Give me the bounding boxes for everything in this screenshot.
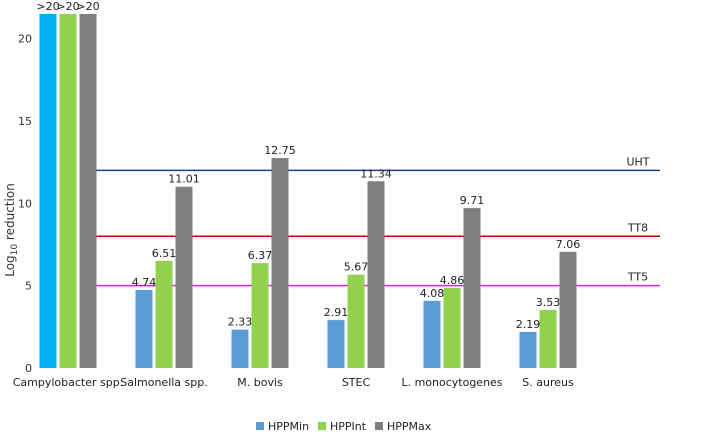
bar-hppint [251,263,269,368]
bar-hppmin [327,320,345,368]
bar-hppmin [519,331,537,368]
y-tick-label: 10 [18,197,32,210]
y-axis-label-rest: reduction [3,183,17,244]
category-label: L. monocytogenes [401,376,502,389]
legend-label: HPPInt [330,420,367,433]
y-axis-label-sub: 10 [10,244,20,256]
data-label: 3.53 [536,296,561,309]
category-label: S. aureus [522,376,574,389]
legend-label: HPPMin [268,420,309,433]
y-tick-label: 5 [25,280,32,293]
data-label: 9.71 [460,194,485,207]
y-axis-label-main: Log [3,255,17,276]
reference-line-label: TT8 [627,221,648,234]
data-label: 2.91 [324,306,349,319]
bar-hppmax [367,181,385,368]
bar-hppmin [135,289,153,368]
bar-hppint [443,287,461,368]
data-label: 11.01 [168,173,200,186]
y-axis-label: Log10 reduction [3,183,20,277]
bar-hppmin [39,14,57,368]
bar-hppmin [231,329,249,368]
category-label: M. bovis [237,376,283,389]
bar-hppint [539,309,557,368]
bar-hppint [155,260,173,368]
data-label: 4.74 [132,276,157,289]
data-label: 6.51 [152,247,177,260]
bar-hppmax [271,158,289,368]
legend: HPPMin HPPInt HPPMax [256,420,432,433]
legend-swatch-hppmax [375,422,383,430]
reference-line-label: TT5 [627,271,648,284]
data-label: >20 [76,0,99,13]
reference-line-label: UHT [626,155,649,168]
legend-label: HPPMax [387,420,432,433]
category-labels: Campylobacter spp.Salmonella spp. M. bovi… [13,376,574,389]
bar-hppint [59,14,77,368]
category-label: Campylobacter spp. [13,376,123,389]
y-axis: 0 5 10 15 20 [18,33,32,375]
bar-hppmax [79,14,97,368]
data-label: 2.33 [228,316,253,329]
data-label: 2.19 [516,318,541,331]
y-tick-label: 20 [18,33,32,46]
y-tick-label: 15 [18,115,32,128]
legend-swatch-hppmin [256,422,264,430]
legend-swatch-hppint [318,422,326,430]
data-label: 6.37 [248,249,273,262]
y-tick-label: 0 [25,362,32,375]
category-label: STEC [342,376,371,389]
bar-hppmax [463,208,481,368]
bar-hppint [347,274,365,368]
data-label: >20 [56,0,79,13]
data-label: 11.34 [360,167,392,180]
data-label: 7.06 [556,238,581,251]
bar-hppmax [175,186,193,368]
bar-hppmax [559,251,577,368]
data-label: 5.67 [344,261,369,274]
bars: >20>20>204.746.5111.012.336.3712.752.915… [36,0,580,368]
data-label: 4.86 [440,274,465,287]
data-label: >20 [36,0,59,13]
data-label: 12.75 [264,144,296,157]
data-label: 4.08 [420,287,445,300]
category-label: Salmonella spp. [120,376,208,389]
bar-hppmin [423,300,441,368]
